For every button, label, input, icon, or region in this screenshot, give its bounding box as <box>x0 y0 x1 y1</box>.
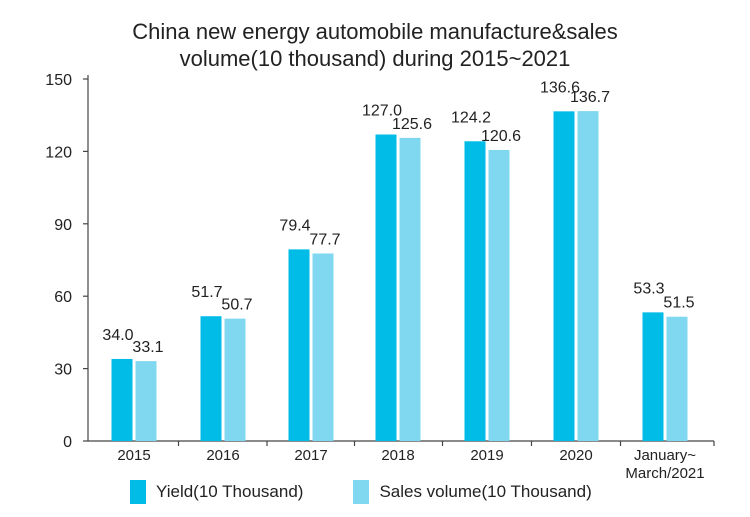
y-tick-label: 90 <box>54 217 72 234</box>
x-tick-label-line: 2015 <box>117 447 150 464</box>
data-label-yield: 53.3 <box>633 280 664 297</box>
bar-yield <box>464 141 486 442</box>
legend-swatch-sales <box>353 480 370 504</box>
data-label-sales: 136.7 <box>570 89 610 106</box>
x-tick-label-line: January~ <box>634 447 696 464</box>
chart-title: China new energy automobile manufacture&… <box>0 18 750 72</box>
x-tick-label-line: 2017 <box>294 447 327 464</box>
x-tick-label-line: 2019 <box>470 447 503 464</box>
x-tick-label: 2019 <box>470 447 503 464</box>
data-label-sales: 120.6 <box>481 128 521 145</box>
y-tick-label: 60 <box>54 289 72 306</box>
x-tick-label-line: 2020 <box>559 447 592 464</box>
x-tick-label: 2015 <box>117 447 150 464</box>
bar-yield <box>111 358 133 441</box>
bar-sales <box>577 111 599 441</box>
x-tick-label: 2020 <box>559 447 592 464</box>
bar-sales <box>666 316 688 441</box>
bar-yield <box>200 316 222 441</box>
legend-swatch-yield <box>130 480 146 504</box>
data-label-yield: 34.0 <box>102 327 133 344</box>
data-label-yield: 127.0 <box>362 103 402 120</box>
x-tick-label-line: 2016 <box>206 447 239 464</box>
legend-item-sales: Sales volume(10 Thousand) <box>353 480 592 504</box>
bar-sales <box>312 253 334 441</box>
legend-label-yield: Yield(10 Thousand) <box>156 482 304 501</box>
x-tick-label: 2018 <box>381 447 414 464</box>
data-label-sales: 125.6 <box>392 116 432 133</box>
x-tick-label: January~ March/2021 <box>625 447 704 482</box>
y-tick-label: 0 <box>63 434 72 451</box>
x-tick-label: 2016 <box>206 447 239 464</box>
chart-title-line-2: volume(10 thousand) during 2015~2021 <box>179 46 571 71</box>
data-label-sales: 50.7 <box>221 297 252 314</box>
y-tick-label: 120 <box>45 144 72 161</box>
bar-sales <box>399 137 421 442</box>
chart-title-line-1: China new energy automobile manufacture&… <box>132 19 618 44</box>
y-tick-label: 30 <box>54 362 72 379</box>
legend-item-yield: Yield(10 Thousand) <box>130 480 303 504</box>
legend-label-sales: Sales volume(10 Thousand) <box>379 482 592 501</box>
y-tick-label: 150 <box>45 72 72 89</box>
x-tick-label-line: 2018 <box>381 447 414 464</box>
bar-yield <box>375 134 397 442</box>
data-label-yield: 136.6 <box>540 79 580 96</box>
bar-sales <box>488 149 510 441</box>
data-label-yield: 124.2 <box>451 109 491 126</box>
bar-yield <box>642 312 664 441</box>
x-tick-label: 2017 <box>294 447 327 464</box>
x-tick-label-line: March/2021 <box>625 465 704 482</box>
data-label-sales: 77.7 <box>309 231 340 248</box>
data-label-sales: 51.5 <box>663 295 694 312</box>
bar-sales <box>135 361 157 441</box>
data-label-sales: 33.1 <box>132 339 163 356</box>
data-label-yield: 79.4 <box>279 217 310 234</box>
bar-sales <box>224 318 246 441</box>
data-label-yield: 51.7 <box>191 284 222 301</box>
legend: Yield(10 Thousand) Sales volume(10 Thous… <box>130 478 642 506</box>
bar-yield <box>288 249 310 441</box>
bar-yield <box>553 111 575 441</box>
